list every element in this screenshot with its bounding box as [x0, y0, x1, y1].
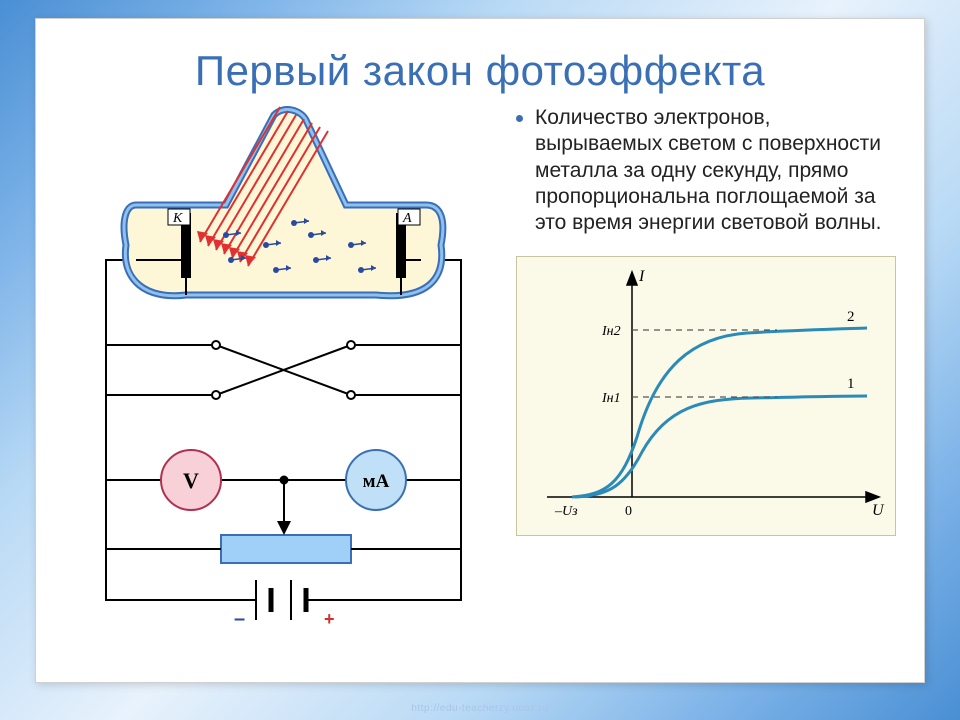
- voltmeter-label: V: [183, 468, 199, 493]
- chart-x-label: U: [872, 502, 885, 519]
- iv-chart: I U 0 –Uз Iн2 Iн1: [516, 256, 896, 536]
- bullet-dot-icon: [516, 115, 523, 122]
- chart-y-label: I: [638, 268, 645, 285]
- circuit-diagram: K A: [66, 105, 496, 645]
- chart-neg-u: –Uз: [554, 504, 578, 519]
- bullet-item: Количество электронов, вырываемых светом…: [516, 105, 896, 236]
- curve-1-label: 1: [847, 376, 855, 392]
- text-column: Количество электронов, вырываемых светом…: [496, 105, 896, 645]
- circuit-svg: K A: [66, 105, 496, 645]
- chart-zero: 0: [625, 504, 632, 519]
- polarity-switch: [106, 341, 461, 399]
- battery-minus: –: [234, 608, 245, 630]
- watermark-text: http://edu-teacherzy.ucoz.ru: [411, 703, 548, 714]
- ammeter-label: мА: [363, 471, 390, 492]
- content-row: K A: [36, 105, 924, 645]
- chart-in2: Iн2: [601, 324, 621, 339]
- curve-1: [575, 396, 867, 497]
- battery-plus: +: [324, 609, 335, 629]
- slide-frame: Первый закон фотоэффекта: [35, 18, 925, 683]
- cathode-label: K: [172, 211, 183, 226]
- iv-chart-svg: I U 0 –Uз Iн2 Iн1: [517, 257, 897, 537]
- bullet-text: Количество электронов, вырываемых светом…: [535, 105, 896, 236]
- slide-title: Первый закон фотоэффекта: [36, 19, 924, 105]
- battery: [241, 580, 326, 620]
- curve-2: [572, 328, 867, 497]
- chart-in1: Iн1: [601, 391, 621, 406]
- curve-2-label: 2: [847, 309, 855, 325]
- rheostat: [106, 480, 461, 563]
- anode-label: A: [402, 211, 412, 226]
